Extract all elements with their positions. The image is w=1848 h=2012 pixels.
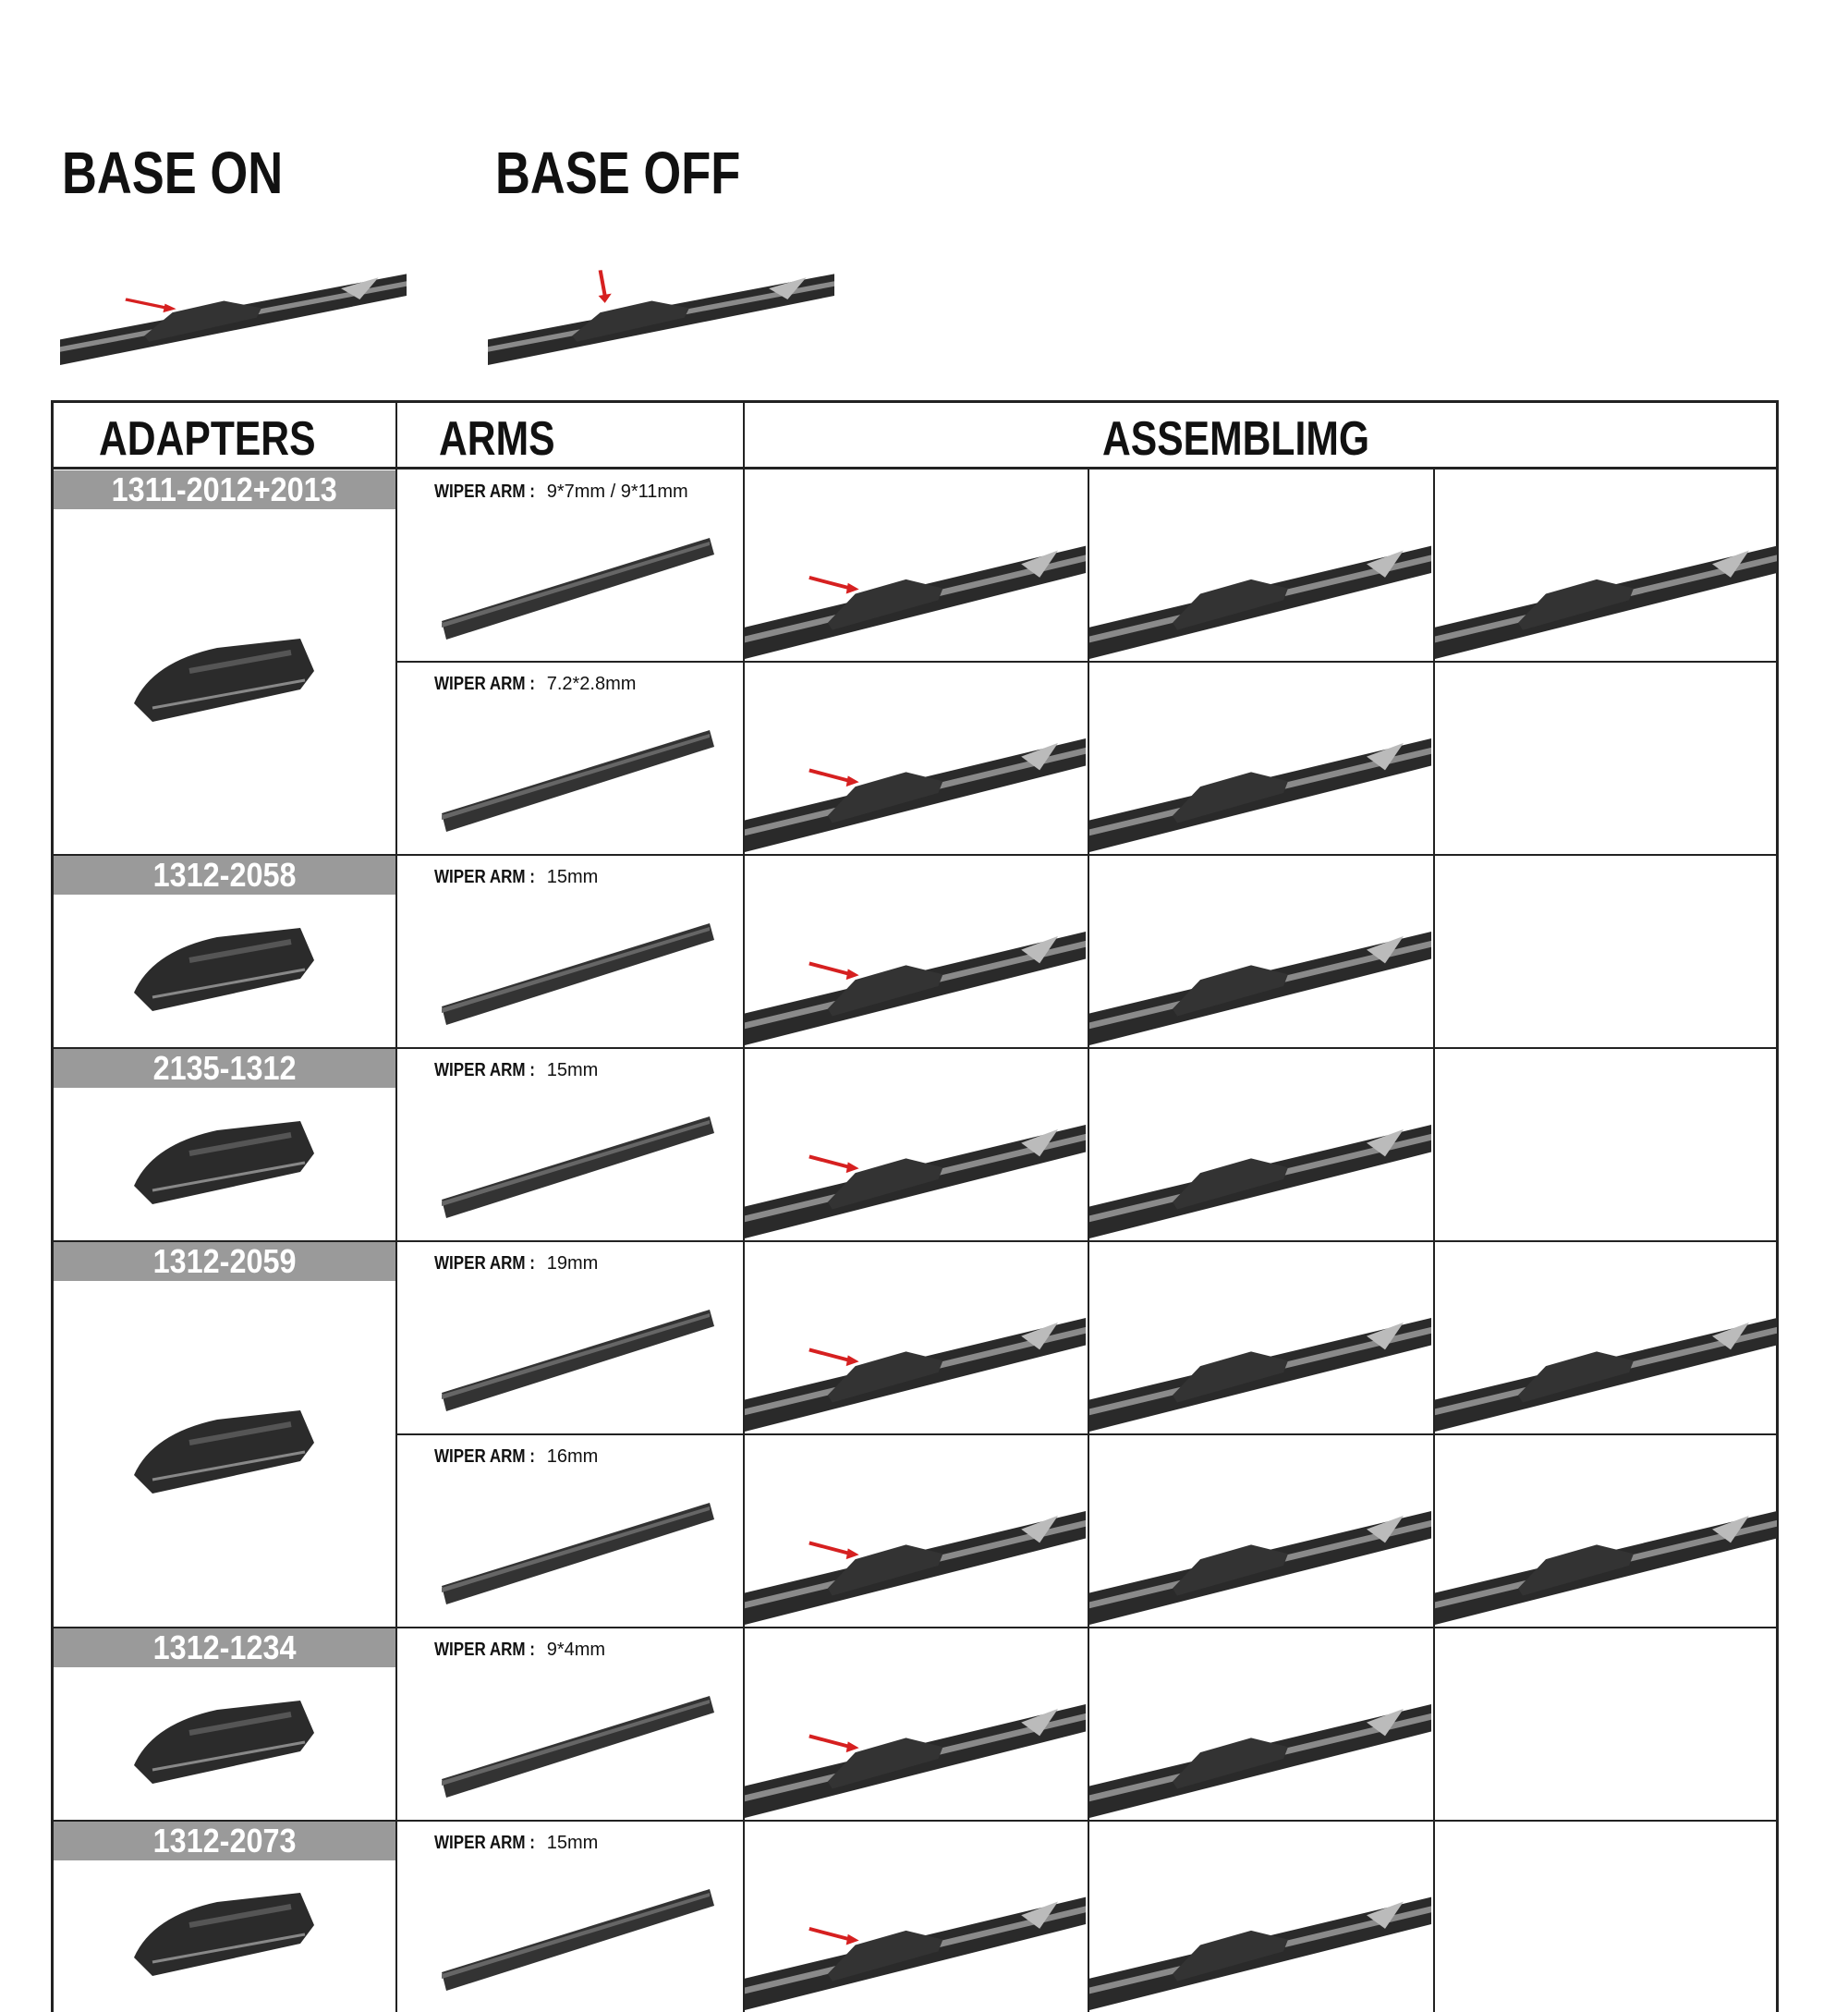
arm-image bbox=[432, 1098, 728, 1227]
arm-size: 15mm bbox=[546, 867, 599, 887]
arm-spec: WIPER ARM : 15mm bbox=[434, 1060, 598, 1081]
adapter-code: 2135-1312 bbox=[152, 1049, 297, 1087]
assembly-step-image bbox=[1435, 1452, 1777, 1625]
arm-label: WIPER ARM : bbox=[434, 674, 535, 694]
adapter-label: 1312-1234 bbox=[54, 1628, 395, 1667]
arm-size: 16mm bbox=[546, 1446, 599, 1467]
adapter-label: 1312-2073 bbox=[54, 1822, 395, 1860]
adapter-code: 1312-2059 bbox=[152, 1242, 297, 1280]
row-divider bbox=[395, 1820, 1779, 1822]
arm-spec: WIPER ARM : 15mm bbox=[434, 867, 598, 888]
arm-spec: WIPER ARM : 19mm bbox=[434, 1253, 598, 1274]
adapter-image bbox=[116, 1870, 337, 1999]
adapter-image bbox=[116, 1677, 337, 1807]
assembly-step-image bbox=[745, 1838, 1086, 2010]
assembly-step-image bbox=[1089, 1838, 1431, 2010]
arm-size: 15mm bbox=[546, 1833, 599, 1853]
assembly-step-image bbox=[745, 872, 1086, 1045]
arm-image bbox=[432, 1291, 728, 1421]
arm-size: 7.2*2.8mm bbox=[546, 674, 637, 694]
base-off-image bbox=[488, 226, 834, 365]
arm-image bbox=[432, 1484, 728, 1614]
arm-label: WIPER ARM : bbox=[434, 1640, 535, 1660]
arm-image bbox=[432, 905, 728, 1034]
assembly-step-image bbox=[1089, 1259, 1431, 1432]
row-divider bbox=[51, 1627, 395, 1628]
row-divider bbox=[395, 661, 1779, 663]
assembly-step-image bbox=[745, 1259, 1086, 1432]
adapter-image bbox=[116, 616, 337, 745]
adapter-image bbox=[116, 905, 337, 1034]
arm-image bbox=[432, 519, 728, 649]
assembly-step-image bbox=[1089, 1645, 1431, 1818]
arm-image bbox=[432, 1871, 728, 2000]
column-divider bbox=[743, 400, 745, 2012]
assembly-step-image bbox=[745, 1066, 1086, 1238]
row-divider bbox=[51, 1047, 395, 1049]
assembly-step-image bbox=[1435, 1259, 1777, 1432]
arm-label: WIPER ARM : bbox=[434, 867, 535, 887]
row-divider bbox=[395, 1240, 1779, 1242]
assembly-step-image bbox=[745, 679, 1086, 852]
arm-spec: WIPER ARM : 9*4mm bbox=[434, 1640, 605, 1661]
adapter-label: 1312-2058 bbox=[54, 856, 395, 895]
column-divider bbox=[395, 400, 397, 2012]
arm-label: WIPER ARM : bbox=[434, 1253, 535, 1274]
arm-size: 19mm bbox=[546, 1253, 599, 1274]
base-on-image bbox=[60, 226, 407, 365]
header-assembling: ASSEMBLIMG bbox=[1102, 412, 1370, 466]
table-border-left bbox=[51, 400, 54, 2012]
adapter-code: 1312-1234 bbox=[152, 1628, 297, 1666]
arm-size: 15mm bbox=[546, 1060, 599, 1080]
arm-spec: WIPER ARM : 7.2*2.8mm bbox=[434, 674, 636, 695]
arm-label: WIPER ARM : bbox=[434, 1446, 535, 1467]
arm-image bbox=[432, 712, 728, 841]
arm-size: 9*7mm / 9*11mm bbox=[546, 482, 688, 502]
assembly-step-image bbox=[1435, 487, 1777, 659]
assembly-step-image bbox=[1089, 872, 1431, 1045]
arm-spec: WIPER ARM : 15mm bbox=[434, 1833, 598, 1854]
base-off-title: BASE OFF bbox=[495, 140, 741, 206]
assembly-step-image bbox=[1089, 487, 1431, 659]
table-border-right bbox=[1776, 400, 1779, 2012]
header-divider bbox=[51, 467, 1779, 469]
arm-label: WIPER ARM : bbox=[434, 482, 535, 502]
arm-image bbox=[432, 1677, 728, 1807]
row-divider bbox=[51, 854, 395, 856]
arm-spec: WIPER ARM : 16mm bbox=[434, 1446, 598, 1468]
row-divider bbox=[51, 1240, 395, 1242]
header-arms: ARMS bbox=[439, 412, 555, 466]
adapter-code: 1312-2058 bbox=[152, 856, 297, 894]
adapter-image bbox=[116, 1098, 337, 1227]
assembly-step-image bbox=[745, 1645, 1086, 1818]
adapter-label: 2135-1312 bbox=[54, 1049, 395, 1088]
adapter-label: 1311-2012+2013 bbox=[54, 470, 395, 509]
assembly-step-image bbox=[745, 1452, 1086, 1625]
table-border-top bbox=[51, 400, 1779, 403]
arm-label: WIPER ARM : bbox=[434, 1833, 535, 1853]
row-divider bbox=[51, 1820, 395, 1822]
assembly-step-image bbox=[745, 487, 1086, 659]
assembly-step-image bbox=[1089, 1452, 1431, 1625]
header-adapters: ADAPTERS bbox=[99, 412, 316, 466]
row-divider bbox=[395, 1433, 1779, 1435]
arm-spec: WIPER ARM : 9*7mm / 9*11mm bbox=[434, 482, 688, 503]
row-divider bbox=[395, 1047, 1779, 1049]
row-divider bbox=[395, 1627, 1779, 1628]
adapter-code: 1312-2073 bbox=[152, 1822, 297, 1860]
row-divider bbox=[395, 854, 1779, 856]
adapter-image bbox=[116, 1387, 337, 1517]
arm-size: 9*4mm bbox=[546, 1640, 606, 1660]
arm-label: WIPER ARM : bbox=[434, 1060, 535, 1080]
adapter-code: 1311-2012+2013 bbox=[111, 470, 338, 508]
base-on-title: BASE ON bbox=[62, 140, 284, 206]
assembly-step-image bbox=[1089, 1066, 1431, 1238]
assembly-step-image bbox=[1089, 679, 1431, 852]
adapter-label: 1312-2059 bbox=[54, 1242, 395, 1281]
